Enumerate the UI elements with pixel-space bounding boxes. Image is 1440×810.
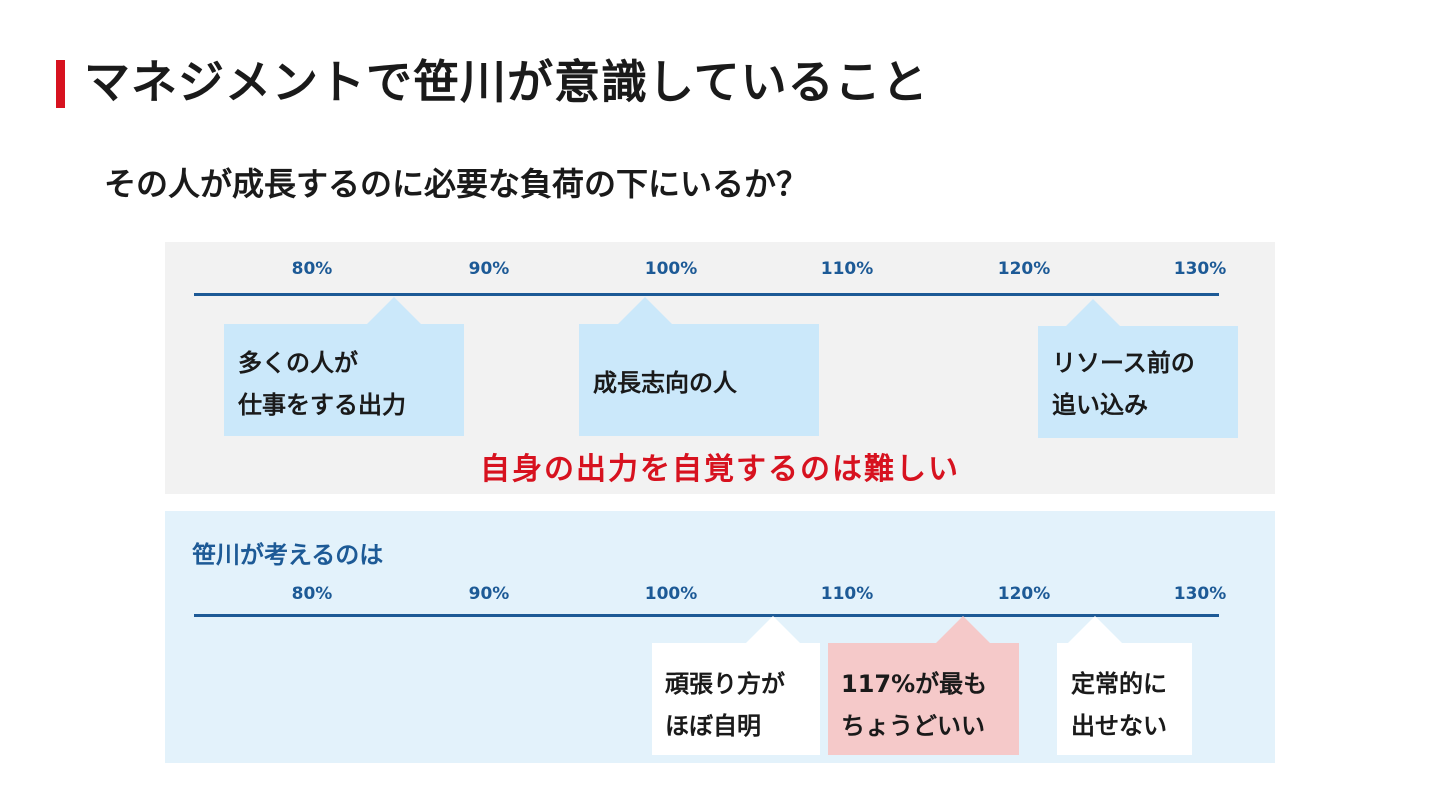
callout-text-line: 仕事をする出力 <box>238 391 406 419</box>
callout-not-sustainable: 定常的に 出せない <box>1057 643 1192 755</box>
tick-label-80: 80% <box>291 584 333 604</box>
callout-resource-push: リソース前の 追い込み <box>1038 326 1238 438</box>
sasagawa-view-heading: 笹川が考えるのは <box>192 541 384 569</box>
callout-typical-output: 多くの人が 仕事をする出力 <box>224 324 464 436</box>
load-axis-line <box>194 293 1219 296</box>
self-awareness-warning: 自身の出力を自覚するのは難しい <box>480 452 960 487</box>
tick-label-110: 110% <box>820 259 874 279</box>
callout-self-evident: 頑張り方が ほぼ自明 <box>652 643 820 755</box>
title-accent-bar <box>56 60 65 108</box>
callout-text-line: 定常的に <box>1071 670 1167 698</box>
general-load-panel: 80% 90% 100% 110% 120% 130% 多くの人が 仕事をする出… <box>165 242 1275 494</box>
question-heading: その人が成長するのに必要な負荷の下にいるか？ <box>104 165 809 203</box>
callout-text-line: 追い込み <box>1052 391 1148 419</box>
callout-text-line: 頑張り方が <box>665 670 785 698</box>
tick-label-100: 100% <box>644 259 698 279</box>
tick-label-130: 130% <box>1173 259 1227 279</box>
sasagawa-view-panel: 笹川が考えるのは 80% 90% 100% 110% 120% 130% 頑張り… <box>165 511 1275 763</box>
callout-text-line: ちょうどいい <box>841 712 985 740</box>
callout-growth-oriented: 成長志向の人 <box>579 324 819 436</box>
callout-text-line: 多くの人が <box>238 349 358 377</box>
tick-label-120: 120% <box>997 259 1051 279</box>
tick-label-80: 80% <box>291 259 333 279</box>
load-axis-line <box>194 614 1219 617</box>
callout-text-line: 成長志向の人 <box>593 369 737 397</box>
callout-text-line: ほぼ自明 <box>665 712 761 740</box>
tick-label-120: 120% <box>997 584 1051 604</box>
tick-label-100: 100% <box>644 584 698 604</box>
tick-label-110: 110% <box>820 584 874 604</box>
tick-label-90: 90% <box>468 584 510 604</box>
tick-label-90: 90% <box>468 259 510 279</box>
callout-optimal-117: 117%が最も ちょうどいい <box>828 643 1019 755</box>
callout-text-line: リソース前の <box>1052 349 1195 377</box>
tick-label-130: 130% <box>1173 584 1227 604</box>
page-title: マネジメントで笹川が意識していること <box>84 55 929 109</box>
callout-text-line: 117%が最も <box>841 670 988 698</box>
callout-text-line: 出せない <box>1071 712 1167 740</box>
